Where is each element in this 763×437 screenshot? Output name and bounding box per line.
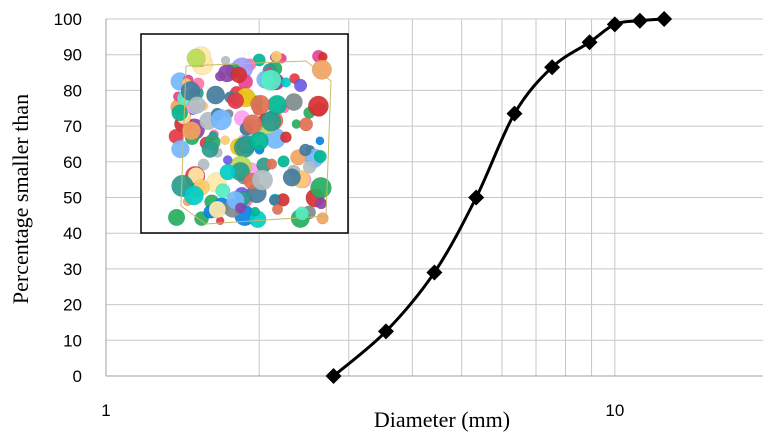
sphere [299,117,314,132]
data-point-marker [606,16,623,33]
sphere [249,131,269,151]
sphere [315,197,328,210]
y-tick-label: 40 [63,224,82,243]
data-point-marker [325,368,342,384]
sphere [267,94,287,115]
y-tick-label: 80 [63,81,82,100]
sphere [313,149,327,164]
y-tick-label: 100 [54,10,82,29]
sphere [315,136,325,146]
sphere [284,93,303,111]
sphere [316,212,329,225]
sphere [208,130,218,141]
sphere [210,109,232,131]
data-point-marker [377,323,394,340]
data-point-marker [656,11,673,27]
sphere [220,135,230,146]
y-tick-label: 50 [63,189,82,208]
y-tick-label: 90 [63,46,82,65]
series-line [332,17,665,378]
sphere [188,96,206,114]
sphere [271,203,284,215]
data-series [325,11,673,384]
sphere [299,143,312,157]
sphere [277,155,290,168]
sphere [280,77,292,88]
y-axis-title: Percentage smaller than [8,94,33,304]
sphere [280,131,292,144]
inset-sphere-packing [140,33,349,234]
data-point-marker [506,105,523,122]
sphere [208,200,227,219]
data-point-marker [544,59,561,76]
sphere [311,59,332,80]
sphere [227,92,245,110]
sphere [206,85,226,105]
sphere [171,139,190,159]
sphere [215,183,231,199]
data-point-marker [631,12,648,29]
sphere [167,208,186,227]
x-tick-label: 1 [101,401,110,420]
sphere [181,121,202,141]
sphere [265,158,278,170]
y-tick-label: 30 [63,260,82,279]
sphere [171,104,189,122]
sphere [250,94,271,115]
sphere [197,158,210,171]
sphere [242,114,263,135]
sphere [234,202,246,214]
axes [105,19,763,377]
sphere [230,66,248,84]
sphere [214,71,226,82]
y-tick-label: 0 [73,367,82,386]
x-axis-title: Diameter (mm) [374,407,510,432]
sphere [310,177,332,199]
sphere [293,78,308,93]
y-tick-label: 20 [63,296,82,315]
y-tick-label: 70 [63,117,82,136]
data-point-marker [426,264,443,281]
y-tick-label: 60 [63,153,82,172]
cube-wireframe [180,60,332,225]
sphere [220,55,231,66]
data-point-marker [468,189,485,206]
sphere-group [167,46,332,229]
sphere [186,48,206,68]
sphere [294,206,310,221]
sphere [219,163,236,181]
data-point-marker [581,34,598,51]
x-tick-label: 10 [605,401,624,420]
sphere [222,155,233,165]
sphere [251,169,273,191]
sphere [260,69,282,91]
sphere [270,50,283,63]
y-tick-label: 10 [63,331,82,350]
sphere [307,95,329,117]
sphere [184,185,204,206]
sphere [282,168,301,187]
sphere [302,160,317,174]
sphere [250,206,261,217]
sphere [201,140,219,158]
